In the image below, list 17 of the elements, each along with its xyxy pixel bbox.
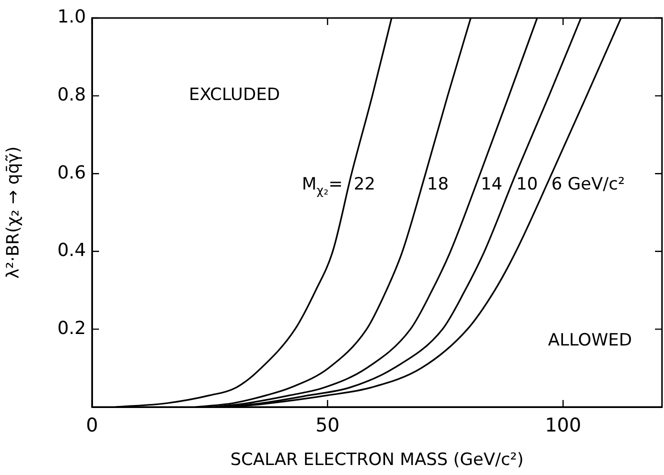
annotation: EXCLUDED bbox=[188, 85, 280, 106]
series-label: 10 bbox=[516, 174, 538, 195]
y-axis-title: λ²·BR(χ₂ → qq̄γ̃) bbox=[4, 146, 24, 279]
y-tick-label: 0.4 bbox=[57, 240, 86, 262]
y-tick-label: 0.6 bbox=[57, 162, 86, 184]
x-tick-label: 50 bbox=[315, 414, 340, 436]
series-label: 22 bbox=[354, 174, 376, 195]
y-tick-label: 0.8 bbox=[57, 84, 86, 106]
x-tick-label: 0 bbox=[86, 414, 98, 436]
y-tick-label: 0.2 bbox=[57, 318, 86, 339]
annotation: ALLOWED bbox=[548, 330, 632, 350]
y-tick-label: 1.0 bbox=[57, 6, 86, 28]
x-axis-title: SCALAR ELECTRON MASS (GeV/c²) bbox=[230, 450, 524, 470]
series-label: 14 bbox=[480, 174, 502, 195]
x-tick-label: 100 bbox=[544, 414, 582, 436]
series-label: 18 bbox=[427, 174, 449, 195]
legend-label: 6 GeV/c² bbox=[551, 174, 625, 195]
